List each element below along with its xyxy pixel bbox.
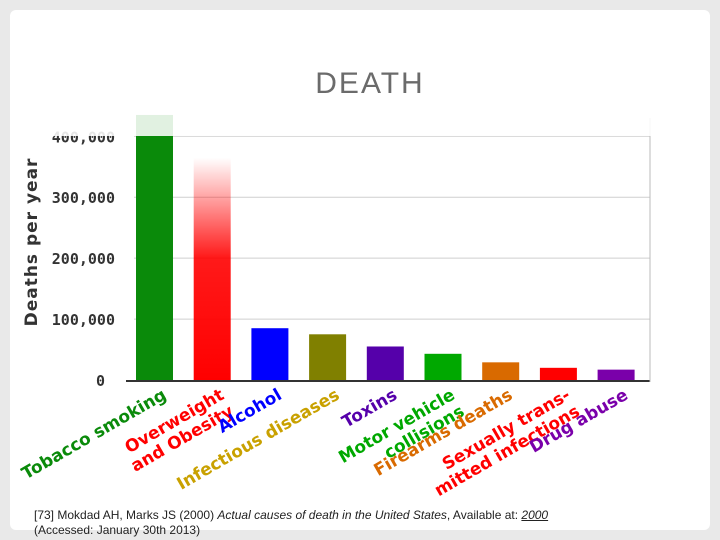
- slide-title: DEATH: [315, 67, 425, 100]
- citation-middle: , Available at:: [446, 508, 522, 522]
- bar: [193, 157, 231, 380]
- chart-bars: [136, 114, 635, 380]
- y-tick-label: 100,000: [52, 311, 115, 329]
- y-axis-label: Deaths per year: [22, 158, 42, 327]
- bar: [366, 346, 404, 380]
- citation-suffix: (Accessed: January 30th 2013): [34, 523, 201, 537]
- chart-axes: [126, 118, 651, 382]
- slide: 0 100,000 200,000 300,000 400,000 Tobacco sm…: [10, 10, 710, 537]
- bar: [424, 353, 462, 380]
- bar: [597, 369, 635, 380]
- bar: [539, 367, 577, 380]
- citation-link[interactable]: 2000: [521, 508, 549, 522]
- citation-prefix: [73] Mokdad AH, Marks JS (2000): [34, 508, 218, 522]
- y-tick-label: 300,000: [52, 189, 115, 207]
- bar: [482, 362, 520, 380]
- y-tick-label: 200,000: [52, 250, 115, 268]
- citation: [73] Mokdad AH, Marks JS (2000) Actual c…: [34, 508, 594, 538]
- bar: [309, 334, 347, 380]
- y-tick-label: 0: [96, 372, 105, 390]
- bar: [136, 114, 173, 380]
- citation-work: Actual causes of death in the United Sta…: [217, 508, 447, 522]
- title-box: DEATH: [32, 36, 708, 136]
- bar: [251, 328, 289, 380]
